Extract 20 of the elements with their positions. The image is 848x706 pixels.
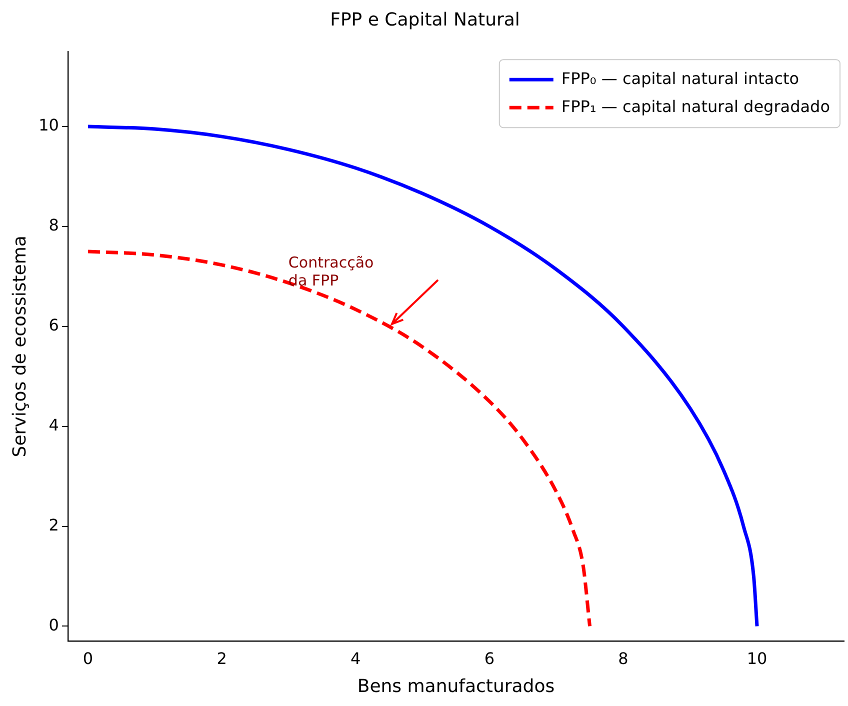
x-tick-label: 2 — [216, 648, 227, 668]
y-tick-label: 4 — [48, 416, 59, 434]
y-axis-title: Serviços de ecossistema — [9, 236, 30, 458]
x-tick-label: 8 — [618, 648, 628, 668]
y-tick-label: 2 — [48, 515, 59, 534]
x-axis-title: Bens manufacturados — [357, 676, 555, 697]
x-tick-label: 0 — [82, 648, 94, 668]
legend-label: FPP₀ — capital natural intacto — [561, 68, 800, 88]
chart-title: FPP e Capital Natural — [330, 9, 520, 30]
line-series — [86, 124, 759, 628]
y-tick-label: 8 — [48, 216, 59, 235]
y-tick-label: 0 — [48, 615, 59, 634]
line-series — [86, 250, 592, 628]
y-tick-label: 10 — [38, 116, 59, 135]
x-tick-label: 10 — [746, 648, 768, 668]
y-tick-label: 6 — [48, 316, 59, 335]
legend-label: FPP₁ — capital natural degradado — [561, 96, 830, 116]
annotation: Contracção da FPP — [288, 253, 374, 290]
x-tick-label: 6 — [484, 648, 495, 668]
x-tick-label: 4 — [350, 648, 361, 668]
